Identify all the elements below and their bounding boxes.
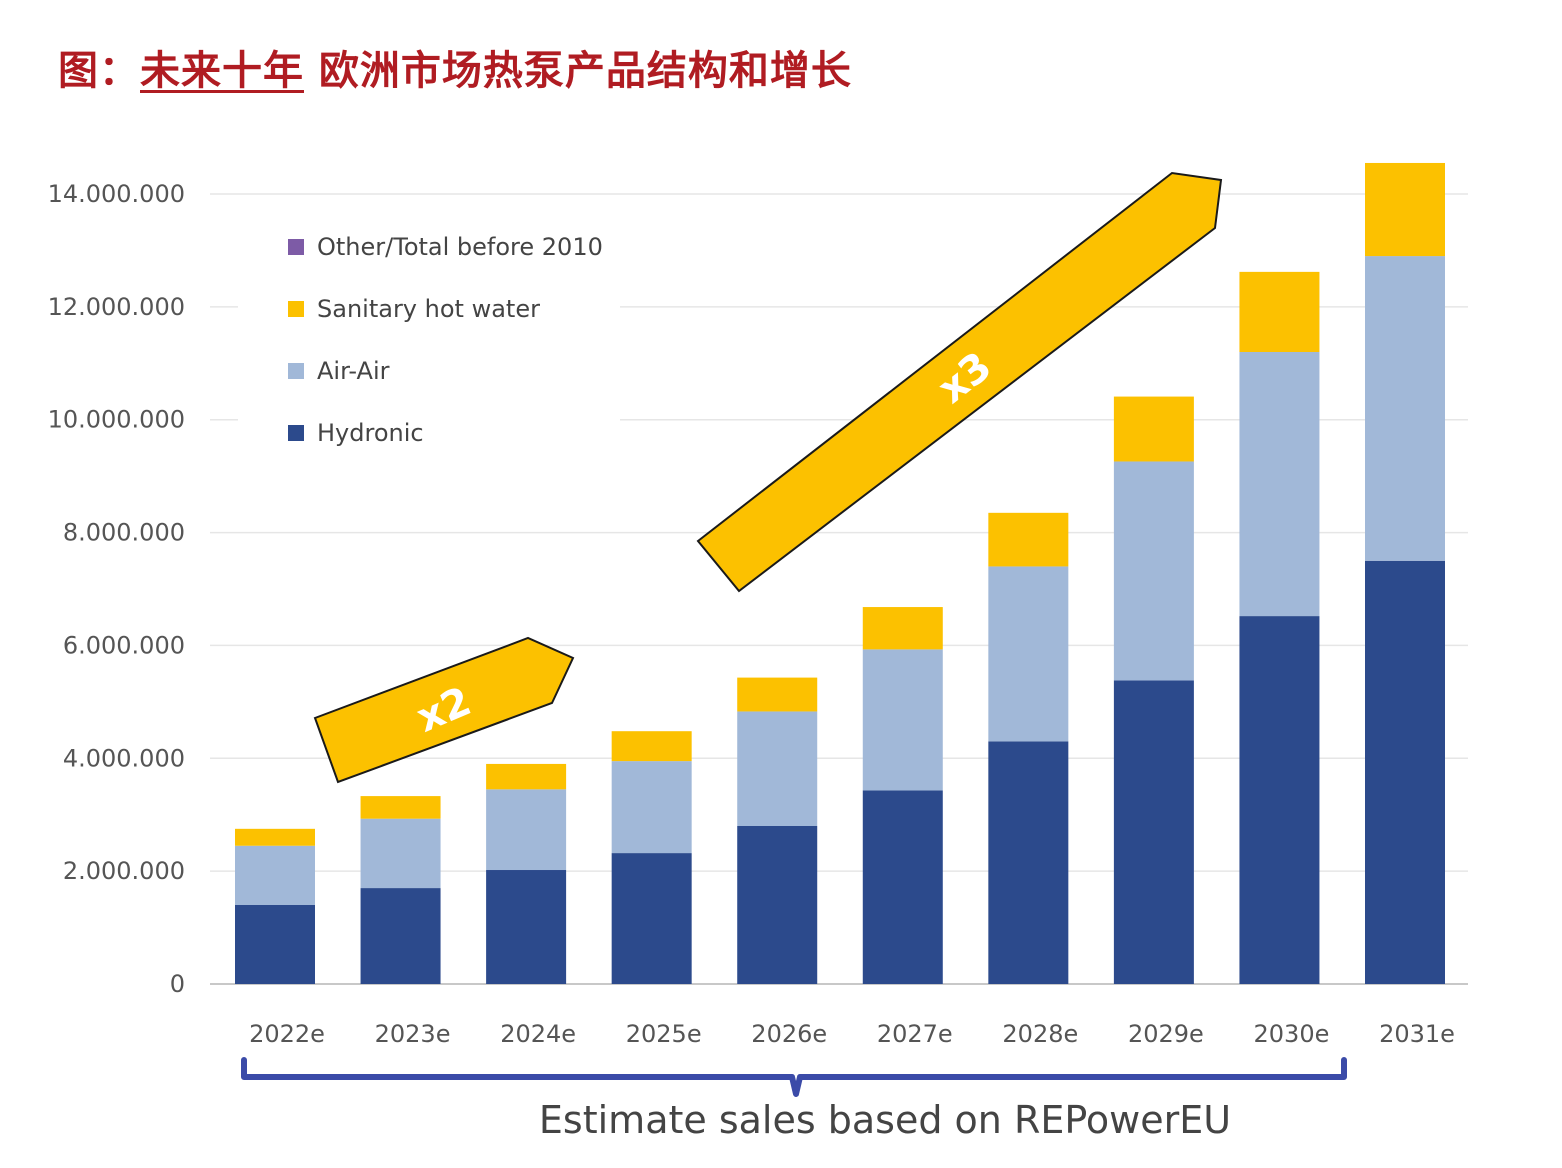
bar-segment-sanitary-hot-water <box>737 677 818 712</box>
bar-segment-air-air <box>862 649 943 791</box>
bar-segment-hydronic <box>360 888 441 984</box>
legend-label: Sanitary hot water <box>317 295 540 323</box>
legend-swatch <box>288 363 304 379</box>
bar-segment-sanitary-hot-water <box>486 763 567 790</box>
x-tick-label: 2023e <box>375 1020 451 1048</box>
x-tick-label: 2029e <box>1128 1020 1204 1048</box>
bar-segment-air-air <box>360 818 441 889</box>
bar-segment-hydronic <box>611 853 692 984</box>
bar-segment-sanitary-hot-water <box>862 607 943 650</box>
y-tick-label: 0 <box>170 970 185 998</box>
title-underlined: 未来十年 <box>140 48 304 94</box>
y-tick-label: 4.000.000 <box>63 744 185 772</box>
bar-stack <box>360 796 441 984</box>
legend-item: Hydronic <box>288 419 424 447</box>
legend: Other/Total before 2010 Sanitary hot wate… <box>288 233 603 447</box>
x3-growth-arrow: x3 <box>696 171 1223 593</box>
bar-segment-air-air <box>611 761 692 854</box>
x-tick-label: 2025e <box>626 1020 702 1048</box>
bars <box>235 162 1445 984</box>
legend-background <box>238 218 620 458</box>
bar-segment-sanitary-hot-water <box>360 796 441 819</box>
x-tick-label: 2030e <box>1254 1020 1330 1048</box>
bar-segment-air-air <box>737 711 818 826</box>
bar-segment-air-air <box>1113 461 1194 681</box>
legend-label: Hydronic <box>317 419 424 447</box>
legend-swatch <box>288 239 304 255</box>
legend-swatch <box>288 301 304 317</box>
y-tick-label: 12.000.000 <box>48 293 185 321</box>
y-tick-label: 14.000.000 <box>48 180 185 208</box>
estimate-bracket <box>241 1057 1347 1097</box>
legend-item: Other/Total before 2010 <box>288 233 603 261</box>
bar-segment-hydronic <box>988 741 1069 984</box>
legend-item: Air-Air <box>288 357 390 385</box>
bar-segment-air-air <box>1239 352 1320 617</box>
bar-stack <box>611 731 692 984</box>
x-axis-ticks: 2022e 2023e 2024e 2025e 2026e 2027e 2028e 2029e… <box>249 1020 1455 1048</box>
bar-segment-air-air <box>235 845 315 905</box>
bar-segment-hydronic <box>737 826 818 984</box>
bar-segment-hydronic <box>235 905 315 984</box>
x3-arrow-shape <box>696 171 1223 593</box>
legend-item: Sanitary hot water <box>288 295 540 323</box>
bar-segment-sanitary-hot-water <box>1113 396 1194 462</box>
bar-segment-hydronic <box>1113 680 1194 984</box>
bar-segment-air-air <box>988 566 1069 742</box>
x2-growth-arrow: x2 <box>313 636 575 784</box>
bar-segment-air-air <box>1365 256 1445 561</box>
legend-swatch <box>288 425 304 441</box>
bar-segment-hydronic <box>486 870 567 984</box>
bar-segment-sanitary-hot-water <box>988 512 1069 567</box>
bar-stack <box>235 828 315 984</box>
bar-stack <box>862 607 943 984</box>
bar-segment-hydronic <box>862 790 943 984</box>
title-prefix: 图： <box>58 48 140 94</box>
bar-stack <box>737 677 818 984</box>
bar-segment-sanitary-hot-water <box>1365 162 1445 257</box>
y-axis-ticks: 0 2.000.000 4.000.000 6.000.000 8.000.000 10.… <box>48 180 185 998</box>
bar-stack <box>988 512 1069 984</box>
title-rest: 欧洲市场热泵产品结构和增长 <box>304 48 852 94</box>
bar-stack <box>486 763 567 984</box>
legend-label: Other/Total before 2010 <box>317 233 603 261</box>
bar-segment-air-air <box>486 789 567 871</box>
estimate-footnote: Estimate sales based on REPowerEU <box>539 1098 1231 1142</box>
y-tick-label: 2.000.000 <box>63 857 185 885</box>
bar-stack <box>1365 162 1445 984</box>
bar-segment-hydronic <box>1239 616 1320 984</box>
x2-arrow-shape <box>313 636 575 784</box>
bar-segment-sanitary-hot-water <box>1239 271 1320 352</box>
y-tick-label: 10.000.000 <box>48 406 185 434</box>
x-tick-label: 2028e <box>1002 1020 1078 1048</box>
bar-segment-sanitary-hot-water <box>235 828 315 846</box>
bar-stack <box>1239 271 1320 984</box>
x-tick-label: 2027e <box>877 1020 953 1048</box>
page-title: 图：未来十年 欧洲市场热泵产品结构和增长 <box>58 38 852 96</box>
bar-segment-hydronic <box>1365 560 1445 984</box>
x-tick-label: 2031e <box>1379 1020 1455 1048</box>
bar-stack <box>1113 396 1194 984</box>
bar-segment-sanitary-hot-water <box>611 731 692 762</box>
x-tick-label: 2024e <box>500 1020 576 1048</box>
x-tick-label: 2022e <box>249 1020 325 1048</box>
y-tick-label: 6.000.000 <box>63 631 185 659</box>
x-tick-label: 2026e <box>751 1020 827 1048</box>
legend-label: Air-Air <box>317 357 390 385</box>
y-tick-label: 8.000.000 <box>63 519 185 547</box>
